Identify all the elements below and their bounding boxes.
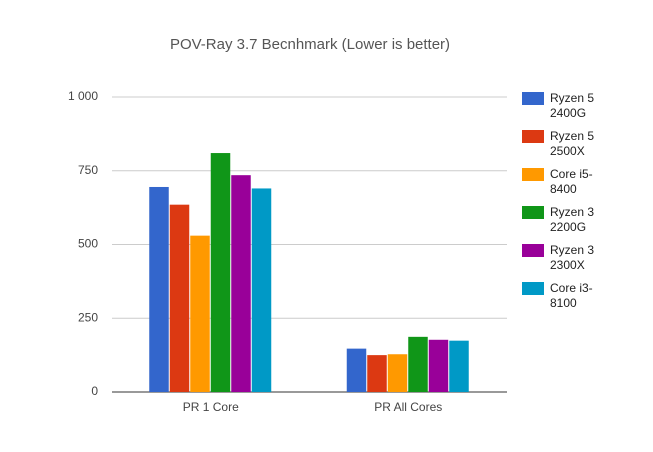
legend-item: Ryzen 3 2200G [522, 205, 612, 244]
legend-label: Ryzen 5 2400G [550, 91, 595, 120]
bar [149, 186, 169, 392]
bar [251, 188, 272, 392]
bar [408, 336, 428, 392]
bar [449, 340, 469, 392]
bar [231, 175, 251, 392]
y-tick-label: 1 000 [68, 89, 98, 103]
bar [428, 339, 449, 392]
bar [210, 153, 231, 392]
legend-item: Core i5-8400 [522, 167, 612, 206]
legend-item: Ryzen 5 2500X [522, 129, 612, 168]
bar [387, 354, 408, 392]
legend-label: Ryzen 3 2300X [550, 243, 595, 272]
legend-label: Ryzen 3 2200G [550, 205, 595, 234]
y-tick-label: 250 [78, 310, 98, 324]
legend-swatch [522, 282, 544, 295]
legend-swatch [522, 168, 544, 181]
bar [190, 235, 210, 392]
bar [346, 348, 367, 392]
y-tick-label: 500 [78, 237, 98, 251]
legend-swatch [522, 244, 544, 257]
legend-label: Core i5-8400 [550, 167, 593, 196]
legend-swatch [522, 130, 544, 143]
legend-label: Core i3-8100 [550, 281, 593, 310]
y-tick-label: 0 [91, 384, 98, 398]
legend-item: Core i3-8100 [522, 281, 612, 320]
chart-title: POV-Ray 3.7 Becnhmark (Lower is better) [170, 36, 450, 53]
legend-swatch [522, 92, 544, 105]
legend-swatch [522, 206, 544, 219]
x-tick-label: PR 1 Core [183, 400, 239, 414]
x-tick-label: PR All Cores [374, 400, 442, 414]
bar [367, 355, 387, 392]
y-tick-label: 750 [78, 163, 98, 177]
legend-item: Ryzen 3 2300X [522, 243, 612, 282]
legend-item: Ryzen 5 2400G [522, 91, 612, 130]
bar [169, 204, 190, 392]
legend-label: Ryzen 5 2500X [550, 129, 595, 158]
legend: Ryzen 5 2400G Ryzen 5 2500X Core i5-8400 Ry… [522, 91, 612, 320]
